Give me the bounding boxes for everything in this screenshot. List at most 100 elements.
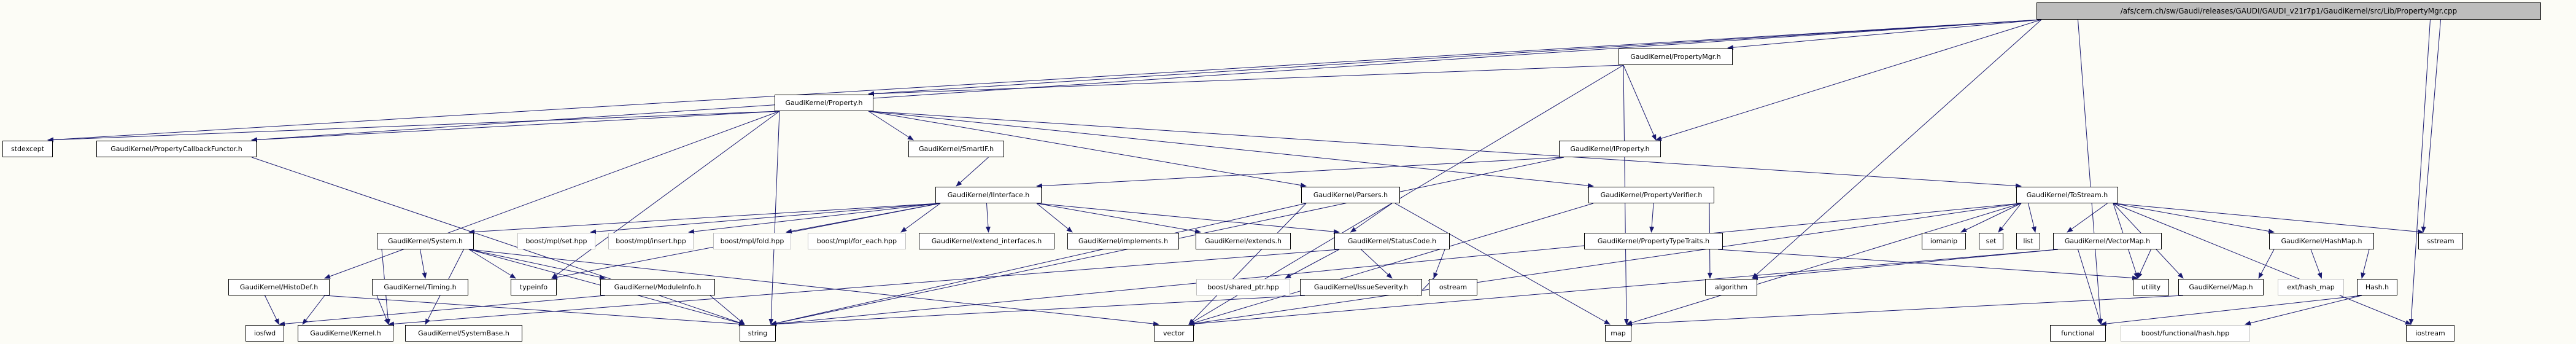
graph-node-mpl_insert: boost/mpl/insert.hpp [608, 233, 694, 249]
graph-node-hashmap[interactable]: GaudiKernel/HashMap.h [2269, 233, 2374, 249]
graph-node-map: map [1605, 325, 1631, 342]
edge-histodef-iosfwd [265, 295, 279, 325]
edge-timing-kernel [376, 295, 389, 325]
graph-node-sstream: sstream [2418, 233, 2463, 249]
graph-node-algorithm: algorithm [1705, 279, 1757, 295]
edge-system-moduleinfo [468, 249, 606, 280]
graph-node-mpl_foreach: boost/mpl/for_each.hpp [808, 233, 906, 249]
graph-node-typeinfo: typeinfo [511, 279, 557, 295]
graph-node-set: set [1979, 233, 2003, 249]
edge-iinterface-extends [1036, 203, 1201, 234]
edge-vectormap-functional [2078, 249, 2102, 325]
graph-node-systembase[interactable]: GaudiKernel/SystemBase.h [405, 325, 522, 342]
edge-tostream-iomanip [1960, 203, 2022, 233]
edge-parsers-vector [1188, 203, 1307, 325]
edge-iinterface-statuscode [1036, 203, 1340, 235]
graph-node-statuscode[interactable]: GaudiKernel/StatusCode.h [1334, 233, 1450, 249]
edge-tostream-set [1998, 203, 2022, 233]
graph-node-kernel[interactable]: GaudiKernel/Kernel.h [298, 325, 393, 342]
edge-hashmap-ext_hash_map [2310, 249, 2323, 279]
edge-statuscode-shared_ptr [1285, 249, 1340, 279]
edge-histodef-string [324, 295, 745, 327]
graph-node-property_h[interactable]: GaudiKernel/Property.h [775, 95, 873, 111]
graph-node-verifier[interactable]: GaudiKernel/PropertyVerifier.h [1588, 187, 1714, 203]
edge-verifier-vector [1188, 203, 1594, 326]
edge-histodef-kernel [302, 295, 325, 325]
graph-node-ext_hash_map: ext/hash_map [2278, 279, 2344, 295]
edge-iinterface-mpl_set [590, 203, 941, 235]
edge-hash_h-functional [2100, 295, 2362, 326]
edge-statuscode-kernel [388, 249, 1340, 327]
edge-tostream-iostream [2113, 203, 2412, 325]
graph-node-utility: utility [2133, 279, 2169, 295]
edge-iinterface-implements [1036, 203, 1073, 233]
edge-iinterface-mpl_insert [688, 203, 941, 234]
edge-root-iproperty [1655, 19, 2042, 141]
edge-system-vector [468, 249, 1159, 327]
graph-node-vector: vector [1154, 325, 1194, 342]
graph-node-vectormap[interactable]: GaudiKernel/VectorMap.h [2053, 233, 2162, 249]
edge-property_h-typeinfo [551, 111, 780, 279]
graph-node-timing[interactable]: GaudiKernel/Timing.h [372, 279, 468, 295]
graph-node-extend_int[interactable]: GaudiKernel/extend_interfaces.h [919, 233, 1054, 249]
edge-callback-string [251, 157, 745, 325]
edge-smartif-iinterface [956, 157, 989, 187]
edge-property_h-callback [251, 111, 780, 143]
graph-node-callback[interactable]: GaudiKernel/PropertyCallbackFunctor.h [96, 141, 257, 157]
graph-node-implements[interactable]: GaudiKernel/implements.h [1067, 233, 1179, 249]
edge-parsers-map [1394, 203, 1611, 325]
edge-moduleinfo-iosfwd [279, 295, 606, 327]
graph-node-string: string [740, 325, 776, 342]
graph-node-smartif[interactable]: GaudiKernel/SmartIF.h [908, 141, 1004, 157]
edge-property_h-histodef [324, 111, 780, 279]
edge-tostream-hashmap [2113, 203, 2275, 234]
edge-parsers-statuscode [1350, 203, 1393, 233]
graph-node-iomanip: iomanip [1922, 233, 1966, 249]
graph-node-moduleinfo[interactable]: GaudiKernel/ModuleInfo.h [600, 279, 715, 295]
edge-root-stdexcept [47, 19, 2042, 143]
edge-root-propertymgr_h [1727, 19, 2042, 50]
graph-node-issueseverity[interactable]: GaudiKernel/IssueSeverity.h [1300, 279, 1422, 295]
edge-property_h-tostream [868, 111, 2022, 189]
edge-parsers-string [770, 203, 1307, 326]
graph-node-tostream[interactable]: GaudiKernel/ToStream.h [2016, 187, 2118, 203]
edge-tostream-vectormap [2067, 203, 2108, 233]
graph-node-mpl_fold: boost/mpl/fold.hpp [713, 233, 791, 249]
edge-moduleinfo-string [710, 295, 745, 325]
graph-node-parsers[interactable]: GaudiKernel/Parsers.h [1301, 187, 1400, 203]
graph-node-propertymgr_h[interactable]: GaudiKernel/PropertyMgr.h [1619, 49, 1733, 65]
edge-tostream-map [1626, 203, 2022, 326]
edge-root-callback [251, 19, 2042, 143]
edge-property_h-verifier [868, 111, 1594, 189]
edge-typetraits-utility [1717, 249, 2138, 281]
graph-node-gmap[interactable]: GaudiKernel/Map.h [2178, 279, 2264, 295]
edge-root-functional [2078, 19, 2103, 325]
edge-vectormap-vector [1188, 249, 2059, 327]
edge-gmap-map [1626, 295, 2184, 327]
edge-propertymgr_h-property_h [868, 64, 1624, 96]
edge-hash_h-boost_hash [2245, 295, 2362, 326]
edge-verifier-typetraits [1649, 203, 1655, 233]
graph-node-shared_ptr: boost/shared_ptr.hpp [1196, 279, 1290, 295]
edge-hashmap-hash_h [2361, 249, 2370, 279]
graph-node-hash_h[interactable]: Hash.h [2357, 279, 2397, 295]
edge-propertymgr_h-iproperty [1623, 64, 1657, 141]
graph-node-ostream: ostream [1429, 279, 1477, 295]
edge-root-sstream [2421, 19, 2441, 233]
edge-root-iostream [2408, 19, 2431, 325]
graph-node-system[interactable]: GaudiKernel/System.h [377, 233, 474, 249]
graph-node-extends[interactable]: GaudiKernel/extends.h [1196, 233, 1291, 249]
graph-node-histodef[interactable]: GaudiKernel/HistoDef.h [228, 279, 330, 295]
graph-node-boost_hash: boost/functional/hash.hpp [2121, 325, 2250, 342]
edge-iinterface-extend_int [985, 203, 991, 233]
graph-node-iproperty[interactable]: GaudiKernel/IProperty.h [1559, 141, 1661, 157]
edge-statuscode-ostream [1433, 249, 1445, 279]
edge-root-property_h [868, 19, 2042, 96]
graph-node-iosfwd: iosfwd [246, 325, 284, 342]
graph-node-typetraits[interactable]: GaudiKernel/PropertyTypeTraits.h [1584, 233, 1723, 249]
edge-iproperty-iinterface [1036, 157, 1565, 189]
edge-property_h-parsers [868, 111, 1307, 188]
edge-system-typeinfo [468, 249, 516, 279]
graph-node-stdexcept: stdexcept [2, 141, 53, 157]
graph-node-iinterface[interactable]: GaudiKernel/IInterface.h [935, 187, 1042, 203]
